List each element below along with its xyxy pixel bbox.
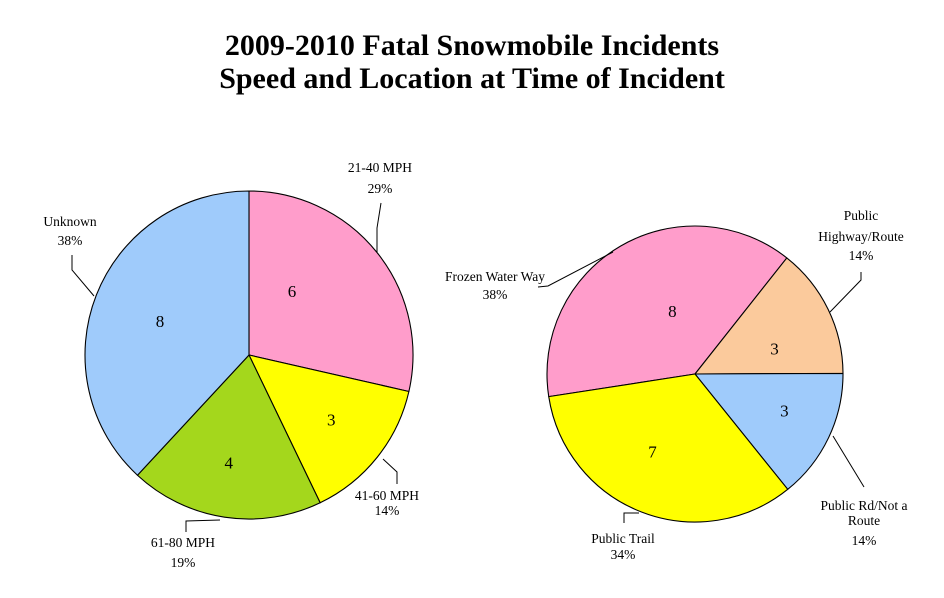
svg-text:6: 6 [288, 282, 297, 301]
svg-text:Public: Public [844, 208, 879, 223]
svg-text:14%: 14% [375, 503, 400, 518]
svg-text:38%: 38% [58, 233, 83, 248]
svg-text:3: 3 [327, 410, 336, 429]
svg-text:3: 3 [770, 340, 779, 359]
svg-text:Public Rd/Not a: Public Rd/Not a [821, 498, 908, 513]
svg-text:4: 4 [224, 453, 233, 472]
svg-text:14%: 14% [852, 533, 877, 548]
svg-text:19%: 19% [171, 555, 196, 570]
svg-text:Unknown: Unknown [43, 214, 96, 229]
svg-text:Frozen Water Way: Frozen Water Way [445, 269, 545, 284]
svg-text:8: 8 [668, 302, 677, 321]
svg-text:Highway/Route: Highway/Route [818, 229, 904, 244]
svg-text:Route: Route [848, 513, 880, 528]
svg-text:61-80 MPH: 61-80 MPH [151, 535, 215, 550]
svg-text:8: 8 [156, 312, 165, 331]
svg-text:7: 7 [648, 443, 657, 462]
svg-text:Public Trail: Public Trail [591, 531, 655, 546]
svg-text:38%: 38% [483, 287, 508, 302]
svg-text:34%: 34% [611, 547, 636, 562]
svg-text:3: 3 [780, 401, 789, 420]
svg-text:41-60 MPH: 41-60 MPH [355, 488, 419, 503]
svg-text:21-40 MPH: 21-40 MPH [348, 160, 412, 175]
svg-text:14%: 14% [849, 248, 874, 263]
svg-text:29%: 29% [368, 181, 393, 196]
